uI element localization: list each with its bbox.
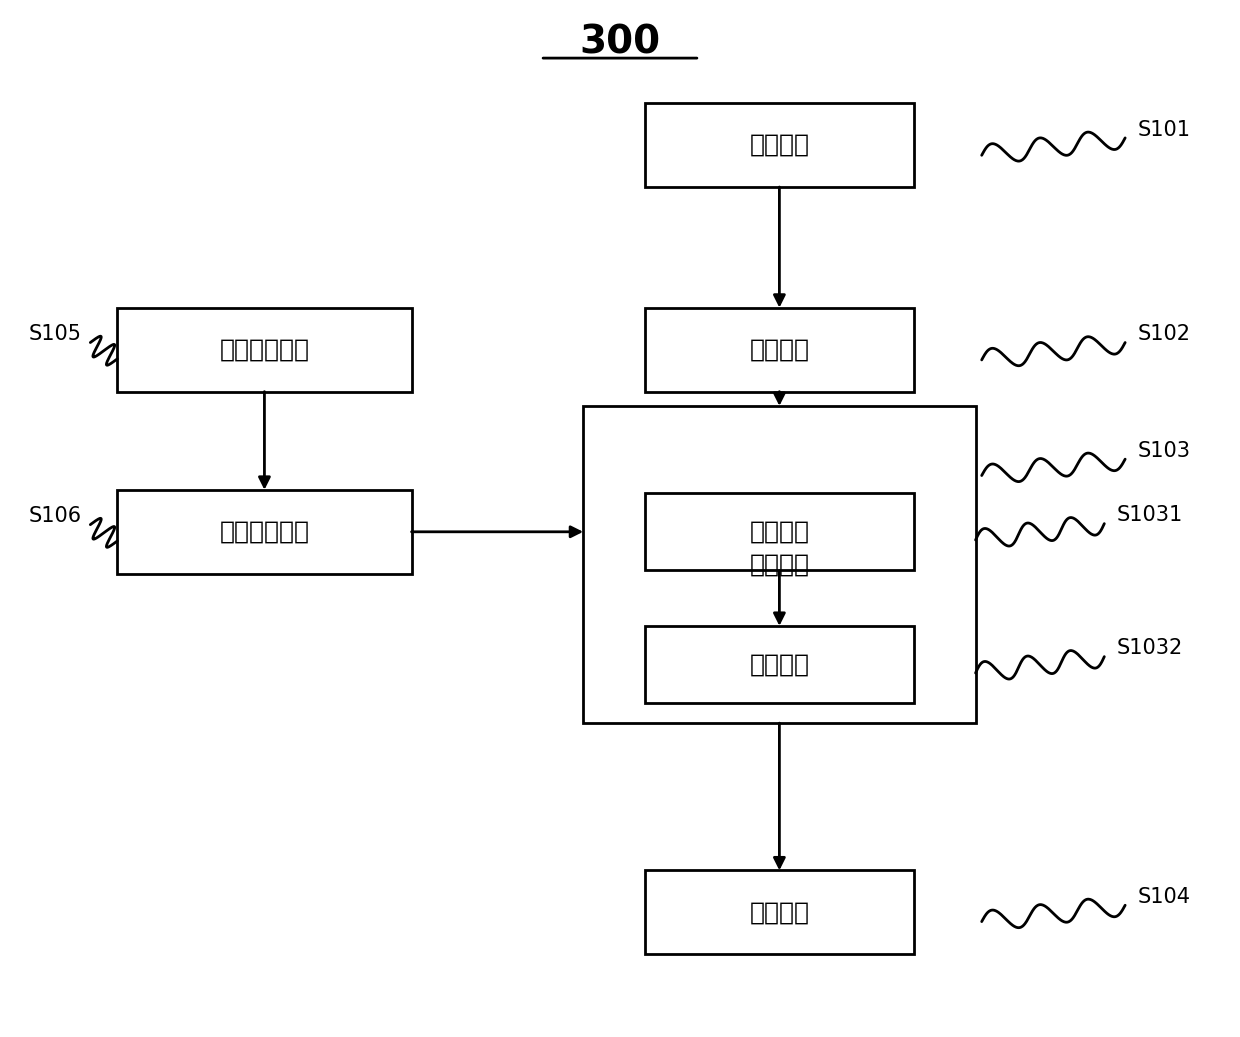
Text: S106: S106 xyxy=(29,506,82,527)
FancyBboxPatch shape xyxy=(583,405,976,723)
FancyBboxPatch shape xyxy=(645,626,914,703)
Text: S1032: S1032 xyxy=(1116,639,1183,658)
Text: S101: S101 xyxy=(1137,119,1190,140)
Text: 唤醒形成: 唤醒形成 xyxy=(749,653,810,677)
Text: S105: S105 xyxy=(29,325,82,344)
FancyBboxPatch shape xyxy=(118,489,412,573)
Text: S104: S104 xyxy=(1137,887,1190,907)
Text: S103: S103 xyxy=(1137,441,1190,461)
FancyBboxPatch shape xyxy=(645,870,914,954)
Text: 唤醒指示: 唤醒指示 xyxy=(749,900,810,924)
FancyBboxPatch shape xyxy=(645,103,914,187)
Text: 文字匹配: 文字匹配 xyxy=(749,520,810,543)
Text: S102: S102 xyxy=(1137,325,1190,344)
FancyBboxPatch shape xyxy=(645,308,914,392)
Text: 语音识别: 语音识别 xyxy=(749,553,810,577)
Text: 语音接收: 语音接收 xyxy=(749,133,810,157)
Text: S1031: S1031 xyxy=(1116,505,1183,526)
Text: 300: 300 xyxy=(579,24,661,62)
FancyBboxPatch shape xyxy=(118,308,412,392)
Text: 唤醒文字传送: 唤醒文字传送 xyxy=(219,520,310,543)
FancyBboxPatch shape xyxy=(645,494,914,570)
Text: 唤醒文字设定: 唤醒文字设定 xyxy=(219,338,310,362)
Text: 语音解码: 语音解码 xyxy=(749,338,810,362)
